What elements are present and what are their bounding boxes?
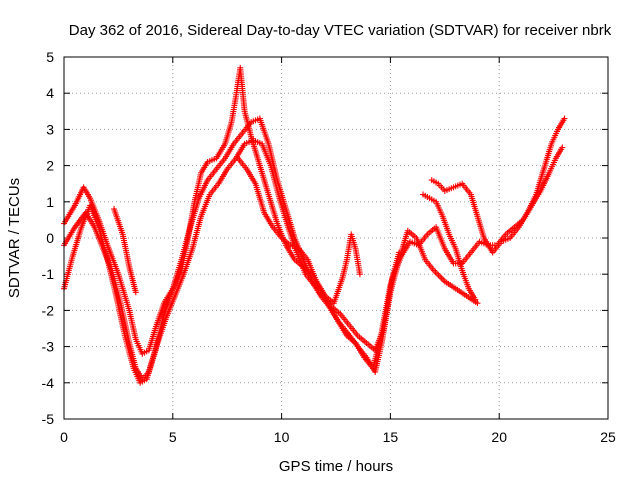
y-tick-label: -3	[42, 339, 55, 355]
y-tick-label: -4	[42, 375, 55, 391]
x-tick-label: 15	[383, 429, 399, 445]
track-d-point	[356, 271, 363, 278]
x-tick-label: 0	[60, 429, 68, 445]
track-a-point	[474, 300, 481, 307]
data-points	[61, 64, 568, 386]
x-tick-label: 25	[600, 429, 616, 445]
chart-title: Day 362 of 2016, Sidereal Day-to-day VTE…	[69, 22, 612, 39]
y-tick-label: 3	[46, 121, 54, 137]
track-g-point	[472, 296, 479, 303]
track-f-point	[561, 115, 568, 122]
y-axis-label: SDTVAR / TECUs	[6, 178, 23, 298]
x-tick-label: 5	[169, 429, 177, 445]
y-tick-label: -2	[42, 302, 55, 318]
track-b-point	[559, 144, 566, 151]
y-tick-label: -1	[42, 266, 55, 282]
y-tick-label: -5	[42, 411, 55, 427]
y-tick-label: 2	[46, 158, 54, 174]
plot-frame	[63, 56, 609, 420]
y-tick-label: 5	[46, 49, 54, 65]
y-tick-label: 4	[46, 85, 54, 101]
x-tick-label: 10	[274, 429, 290, 445]
x-axis-label: GPS time / hours	[279, 458, 393, 475]
y-tick-label: 0	[46, 230, 54, 246]
y-tick-label: 1	[46, 194, 54, 210]
x-tick-label: 20	[491, 429, 507, 445]
track-e-point	[132, 289, 139, 296]
track-c-point	[396, 249, 403, 256]
